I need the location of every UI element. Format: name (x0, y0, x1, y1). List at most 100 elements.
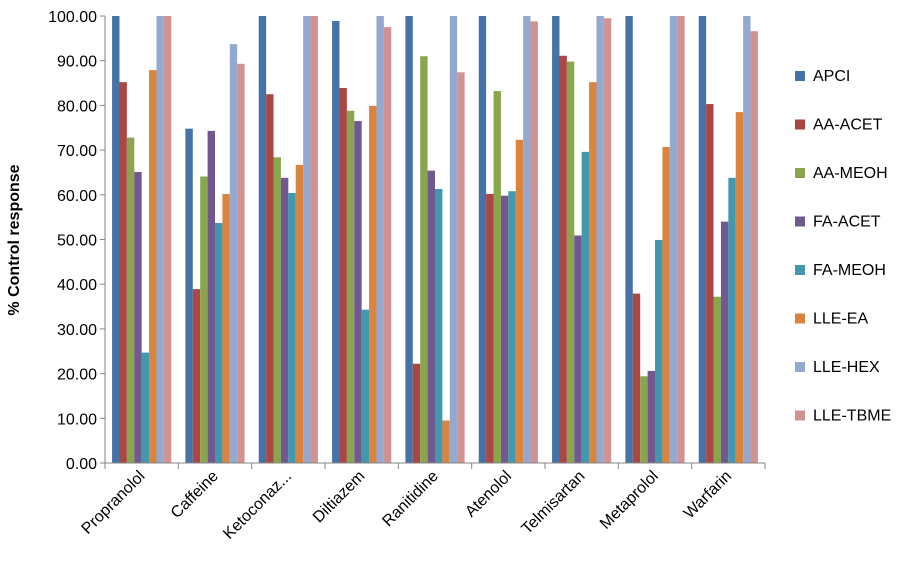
bar-fa-meoh-1 (141, 352, 150, 463)
bar-fa-acet-2 (207, 130, 215, 463)
bar-aa-acet-3 (266, 94, 274, 463)
bar-aa-acet-2 (192, 289, 201, 463)
bar-lle-ea-9 (735, 112, 744, 463)
bar-aa-meoh-2 (200, 176, 208, 463)
bar-lle-hex-7 (596, 16, 604, 463)
y-tick-label: 90.00 (57, 54, 97, 71)
y-tick-label: 80.00 (57, 98, 97, 115)
x-tick-label: Caffeine (168, 468, 222, 522)
bar-fa-acet-5 (427, 170, 435, 463)
bar-fa-acet-8 (647, 370, 655, 463)
legend-swatch-fa-meoh (795, 265, 805, 275)
bar-aa-acet-1 (119, 82, 127, 463)
bar-fa-meoh-2 (215, 222, 223, 463)
bar-apci-8 (625, 16, 633, 463)
bar-lle-tbme-9 (750, 31, 758, 463)
legend-swatch-aa-acet (795, 119, 805, 130)
bar-lle-ea-3 (295, 164, 304, 463)
y-tick-label: 10.00 (57, 411, 97, 428)
bar-aa-acet-7 (559, 55, 567, 463)
bar-aa-meoh-7 (566, 61, 575, 464)
bar-lle-ea-8 (662, 146, 670, 463)
x-tick-label: Ranitidine (379, 468, 441, 530)
bar-fa-meoh-5 (435, 188, 443, 464)
bar-lle-ea-4 (369, 105, 377, 463)
bar-lle-ea-6 (515, 139, 524, 463)
y-tick-label: 30.00 (57, 322, 97, 339)
y-tick-label: 60.00 (57, 188, 97, 205)
bar-aa-acet-6 (486, 193, 494, 463)
bar-fa-meoh-4 (361, 309, 370, 463)
bar-lle-ea-5 (442, 420, 450, 463)
bar-apci-6 (478, 16, 487, 463)
bar-apci-1 (112, 16, 120, 463)
bar-fa-acet-6 (500, 195, 509, 463)
bar-apci-4 (332, 20, 340, 463)
y-tick-label: 20.00 (57, 367, 97, 384)
bar-lle-tbme-6 (530, 21, 538, 464)
bar-fa-acet-1 (134, 172, 142, 463)
bar-lle-ea-7 (589, 82, 597, 463)
x-tick-label: Warfarin (681, 468, 735, 522)
x-tick-label: Metaprolol (597, 468, 662, 533)
legend-swatch-lle-ea (795, 313, 805, 324)
bar-aa-meoh-9 (713, 296, 721, 463)
bar-aa-meoh-3 (273, 157, 281, 463)
x-tick-label: Propranolol (79, 468, 149, 538)
bar-apci-3 (258, 16, 267, 463)
bar-fa-meoh-3 (288, 193, 296, 463)
legend-label-lle-ea: LLE-EA (813, 311, 868, 328)
legend-label-lle-tbme: LLE-TBME (813, 408, 891, 425)
x-tick-label: Ketoconaz... (220, 468, 295, 543)
legend-label-aa-meoh: AA-MEOH (813, 165, 888, 182)
bar-fa-acet-7 (574, 235, 582, 463)
legend-label-fa-acet: FA-ACET (813, 214, 881, 231)
bar-lle-hex-2 (229, 44, 238, 463)
bar-lle-tbme-4 (383, 27, 392, 464)
bar-apci-9 (698, 16, 707, 463)
plot-area (112, 16, 758, 464)
bar-lle-ea-2 (222, 193, 230, 463)
legend-swatch-lle-tbme (795, 410, 805, 421)
y-tick-label: 70.00 (57, 143, 97, 160)
bar-aa-meoh-6 (493, 91, 501, 463)
bar-lle-ea-1 (149, 70, 157, 463)
y-tick-label: 0.00 (66, 456, 97, 473)
bar-fa-meoh-6 (508, 191, 516, 463)
legend-swatch-fa-acet (795, 216, 805, 227)
legend-swatch-lle-hex (795, 362, 805, 372)
bar-lle-hex-6 (523, 16, 531, 463)
bar-lle-hex-1 (156, 16, 164, 463)
bar-lle-tbme-8 (677, 16, 685, 463)
bar-aa-meoh-1 (126, 137, 135, 463)
bar-lle-tbme-2 (237, 63, 245, 463)
bar-apci-5 (405, 16, 413, 463)
bar-apci-7 (552, 16, 560, 463)
x-tick-label: Atenolol (462, 468, 515, 521)
bar-fa-meoh-8 (655, 239, 663, 463)
y-tick-label: 100.00 (48, 9, 97, 26)
legend-label-aa-acet: AA-ACET (813, 117, 883, 134)
bar-aa-acet-9 (706, 104, 714, 463)
bar-fa-meoh-7 (581, 151, 590, 463)
bar-lle-tbme-1 (163, 16, 172, 463)
bar-lle-tbme-7 (603, 18, 612, 464)
bar-fa-meoh-9 (728, 177, 736, 463)
legend: APCI AA-ACET AA-MEOH FA-ACET FA-MEOH LLE-EA LL… (795, 68, 891, 425)
bar-fa-acet-4 (354, 121, 362, 464)
bar-lle-tbme-5 (457, 72, 465, 463)
bar-lle-hex-8 (669, 16, 678, 463)
bar-lle-hex-4 (376, 16, 384, 463)
legend-label-lle-hex: LLE-HEX (813, 359, 880, 376)
y-tick-label: 50.00 (57, 233, 97, 250)
legend-label-fa-meoh: FA-MEOH (813, 262, 886, 279)
bar-aa-acet-4 (339, 87, 347, 463)
x-tick-label: Telmisartan (519, 468, 589, 538)
bar-aa-acet-8 (632, 293, 641, 463)
legend-swatch-apci (795, 71, 805, 81)
bar-aa-meoh-5 (420, 56, 428, 463)
bar-lle-tbme-3 (310, 16, 318, 463)
legend-label-apci: APCI (813, 68, 850, 85)
